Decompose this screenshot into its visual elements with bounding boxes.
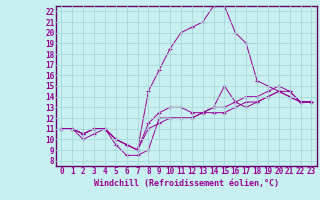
- X-axis label: Windchill (Refroidissement éolien,°C): Windchill (Refroidissement éolien,°C): [94, 179, 279, 188]
